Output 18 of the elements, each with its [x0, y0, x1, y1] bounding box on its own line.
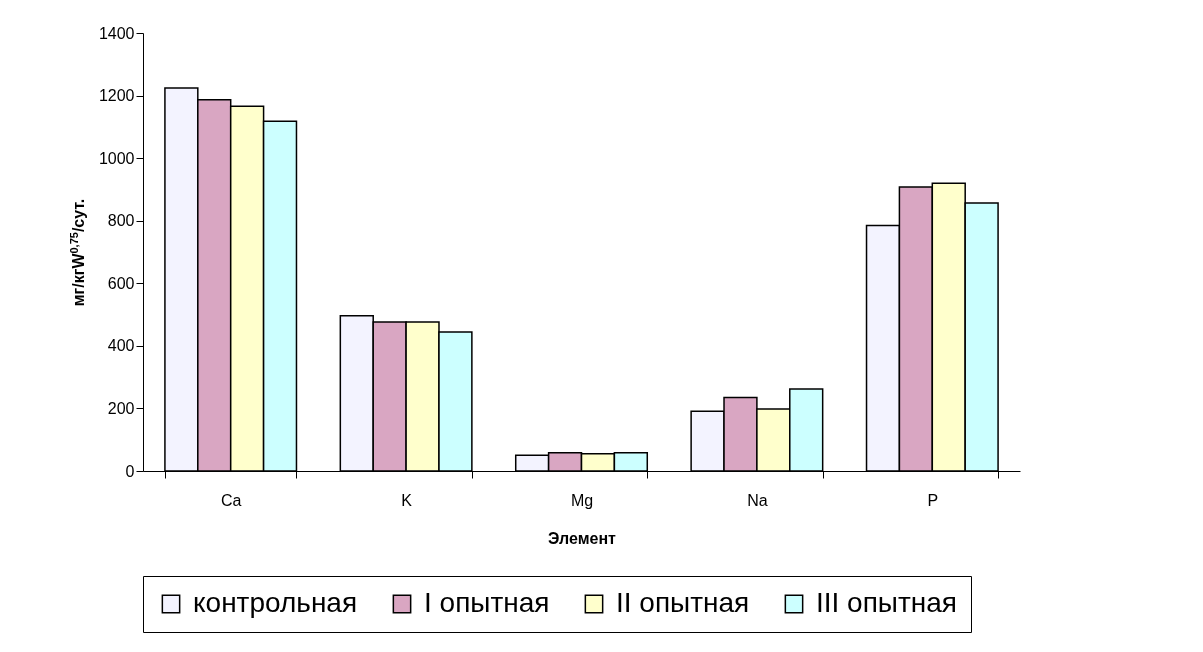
y-tick-label: 1400 [98, 24, 135, 42]
x-tick-label: Mg [570, 491, 594, 509]
y-tick-label: 0 [125, 462, 135, 480]
x-axis-title: Элемент [548, 529, 617, 547]
y-tick-label: 600 [107, 274, 135, 292]
y-tick-label: 200 [107, 399, 135, 417]
y-tick-label: 800 [107, 212, 135, 230]
y-tick-label: 1000 [98, 149, 135, 167]
legend-label: контрольная [193, 587, 358, 618]
y-tick-label: 400 [107, 337, 135, 355]
y-tick-label: 1200 [98, 87, 135, 105]
x-tick-label: Ca [220, 491, 242, 509]
x-tick-label: Na [747, 491, 768, 509]
x-tick-label: K [401, 491, 413, 509]
legend-label: III опытная [816, 587, 957, 618]
legend-label: II опытная [616, 587, 750, 618]
legend-label: I опытная [424, 587, 550, 618]
x-tick-label: P [927, 491, 939, 509]
